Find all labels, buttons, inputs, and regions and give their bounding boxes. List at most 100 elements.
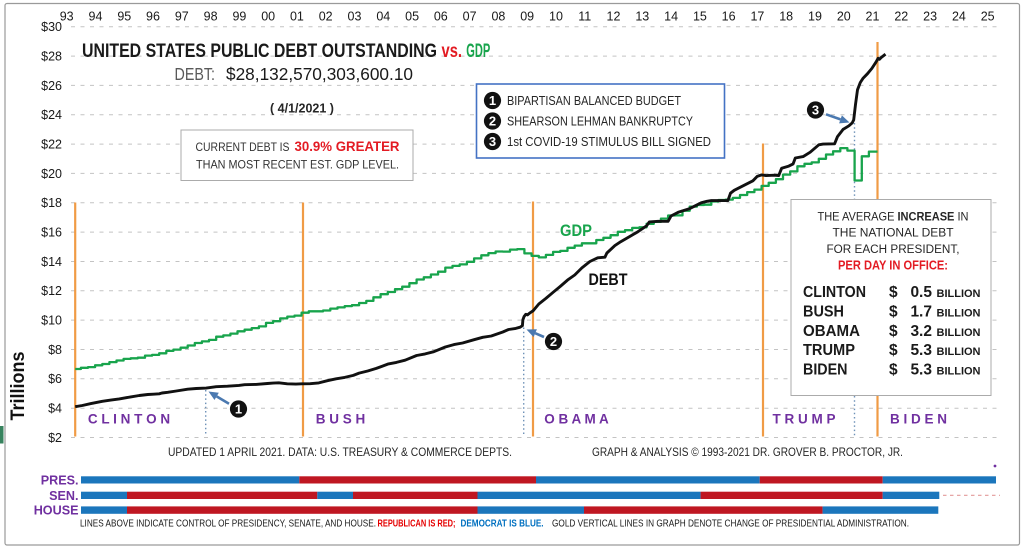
svg-text:07: 07 <box>463 10 477 24</box>
svg-text:THAN MOST RECENT EST. GDP LEVE: THAN MOST RECENT EST. GDP LEVEL. <box>196 158 399 172</box>
svg-text:GOLD VERTICAL LINES IN GRAPH D: GOLD VERTICAL LINES IN GRAPH DENOTE CHAN… <box>552 518 909 530</box>
svg-text:$26: $26 <box>41 79 62 93</box>
svg-text:$14: $14 <box>41 255 62 269</box>
svg-text:01: 01 <box>290 10 304 24</box>
svg-text:11: 11 <box>578 10 591 24</box>
svg-text:$4: $4 <box>48 402 62 416</box>
svg-text:BILLION: BILLION <box>937 307 981 319</box>
svg-text:FOR EACH PRESIDENT,: FOR EACH PRESIDENT, <box>827 242 960 256</box>
svg-text:DEBT: DEBT <box>589 271 628 289</box>
svg-text:GDP: GDP <box>466 40 490 62</box>
svg-text:1: 1 <box>235 402 242 417</box>
svg-text:$: $ <box>889 284 898 301</box>
svg-text:B U S H: B U S H <box>316 412 366 427</box>
svg-text:GDP: GDP <box>560 222 592 240</box>
svg-text:$: $ <box>889 303 898 320</box>
svg-text:$22: $22 <box>41 138 62 152</box>
svg-text:1st COVID-19 STIMULUS BILL SIG: 1st COVID-19 STIMULUS BILL SIGNED <box>507 134 711 149</box>
svg-text:22: 22 <box>894 10 908 24</box>
svg-text:SEN.: SEN. <box>49 489 78 503</box>
svg-text:5.3: 5.3 <box>910 342 932 359</box>
svg-text:UNITED STATES PUBLIC DEBT OUTS: UNITED STATES PUBLIC DEBT OUTSTANDING <box>82 40 437 62</box>
svg-text:17: 17 <box>750 10 764 24</box>
svg-text:25: 25 <box>981 10 995 24</box>
svg-text:16: 16 <box>722 10 736 24</box>
svg-text:O B A M A: O B A M A <box>544 412 609 427</box>
svg-text:CURRENT DEBT IS: CURRENT DEBT IS <box>196 140 290 154</box>
svg-text:BIPARTISAN BALANCED BUDGET: BIPARTISAN BALANCED BUDGET <box>507 93 681 108</box>
svg-text:23: 23 <box>923 10 937 24</box>
svg-text:10: 10 <box>549 10 563 24</box>
svg-text:$16: $16 <box>41 226 62 240</box>
svg-text:14: 14 <box>664 10 678 24</box>
svg-text:02: 02 <box>319 10 333 24</box>
svg-text:13: 13 <box>635 10 649 24</box>
svg-text:0.5: 0.5 <box>910 284 932 301</box>
svg-text:BILLION: BILLION <box>937 327 981 339</box>
svg-text:12: 12 <box>607 10 621 24</box>
svg-text:$28,132,570,303,600.10: $28,132,570,303,600.10 <box>226 64 413 84</box>
svg-text:95: 95 <box>117 10 131 24</box>
svg-text:93: 93 <box>60 10 74 24</box>
svg-text:DEMOCRAT IS BLUE.: DEMOCRAT IS BLUE. <box>461 518 544 530</box>
svg-text:30.9% GREATER: 30.9% GREATER <box>295 139 400 154</box>
svg-text:OBAMA: OBAMA <box>803 323 860 340</box>
svg-text:$12: $12 <box>41 284 62 298</box>
svg-text:15: 15 <box>693 10 707 24</box>
svg-text:97: 97 <box>175 10 189 24</box>
svg-text:5.3: 5.3 <box>910 362 932 379</box>
svg-text:20: 20 <box>837 10 851 24</box>
svg-text:05: 05 <box>405 10 419 24</box>
svg-text:19: 19 <box>808 10 822 24</box>
svg-text:1.7: 1.7 <box>910 303 932 320</box>
svg-text:GRAPH & ANALYSIS © 1993-2021 D: GRAPH & ANALYSIS © 1993-2021 DR. GROVER … <box>592 446 903 459</box>
svg-text:$30: $30 <box>41 20 62 34</box>
svg-text:BILLION: BILLION <box>937 288 981 300</box>
svg-text:Trillions: Trillions <box>8 352 29 421</box>
svg-text:04: 04 <box>376 10 390 24</box>
svg-text:$: $ <box>889 342 898 359</box>
svg-text:00: 00 <box>261 10 275 24</box>
svg-text:$10: $10 <box>41 314 62 328</box>
svg-text:$: $ <box>889 362 898 379</box>
svg-text:T R U M P: T R U M P <box>773 412 836 427</box>
svg-text:06: 06 <box>434 10 448 24</box>
svg-text:03: 03 <box>348 10 362 24</box>
svg-text:$6: $6 <box>48 372 62 386</box>
svg-text:96: 96 <box>146 10 160 24</box>
svg-text:B I D E N: B I D E N <box>890 412 947 427</box>
svg-text:$28: $28 <box>41 50 62 64</box>
svg-text:2: 2 <box>550 334 557 349</box>
svg-text:vs.: vs. <box>442 40 463 62</box>
svg-text:BILLION: BILLION <box>937 346 981 358</box>
svg-text:BILLION: BILLION <box>937 366 981 378</box>
svg-text:99: 99 <box>232 10 246 24</box>
svg-text:HOUSE: HOUSE <box>34 504 79 518</box>
svg-text:PER DAY IN OFFICE:: PER DAY IN OFFICE: <box>838 258 948 273</box>
svg-text:3.2: 3.2 <box>910 323 932 340</box>
svg-text:UPDATED 1 APRIL 2021. DATA: U: UPDATED 1 APRIL 2021. DATA: U.S. TREASUR… <box>168 446 512 459</box>
svg-text:$24: $24 <box>41 108 62 122</box>
svg-text:PRES.: PRES. <box>41 474 79 488</box>
svg-text:$20: $20 <box>41 167 62 181</box>
svg-text:3: 3 <box>812 103 819 118</box>
svg-text:$18: $18 <box>41 196 62 210</box>
svg-text:08: 08 <box>491 10 505 24</box>
svg-text:18: 18 <box>779 10 793 24</box>
svg-text:2: 2 <box>489 114 496 129</box>
svg-text:3: 3 <box>489 134 496 149</box>
svg-text:BUSH: BUSH <box>803 303 844 320</box>
svg-text:C L I N T O N: C L I N T O N <box>88 412 170 427</box>
svg-text:CLINTON: CLINTON <box>803 284 866 301</box>
svg-text:98: 98 <box>204 10 218 24</box>
svg-text:DEBT:: DEBT: <box>175 64 216 84</box>
svg-text:$2: $2 <box>48 431 62 445</box>
svg-text:REPUBLICAN IS RED;: REPUBLICAN IS RED; <box>378 518 456 530</box>
svg-text:SHEARSON LEHMAN BANKRUPTCY: SHEARSON LEHMAN BANKRUPTCY <box>507 114 693 129</box>
svg-text:THE AVERAGE INCREASE IN: THE AVERAGE INCREASE IN <box>818 210 969 224</box>
svg-text:21: 21 <box>866 10 880 24</box>
svg-text:( 4/1/2021 ): ( 4/1/2021 ) <box>270 102 334 116</box>
svg-text:09: 09 <box>520 10 534 24</box>
svg-text:$8: $8 <box>48 343 62 357</box>
svg-text:94: 94 <box>89 10 103 24</box>
